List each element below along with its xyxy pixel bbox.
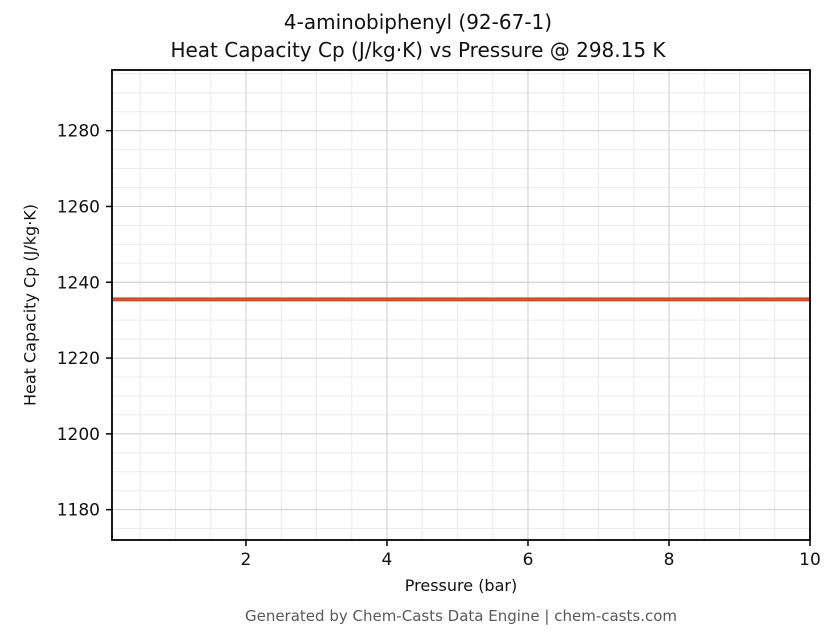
x-axis-label: Pressure (bar) [404,576,518,595]
chart-title-line1: 4-aminobiphenyl (92-67-1) [283,10,553,34]
footer-attribution: Generated by Chem-Casts Data Engine | ch… [244,607,678,625]
y-tick-label: 1240 [57,273,100,293]
y-tick-label: 1200 [57,425,100,445]
y-tick-label: 1180 [57,501,100,521]
y-axis-label: Heat Capacity Cp (J/kg·K) [20,203,40,407]
chart-title: 4-aminobiphenyl (92-67-1) Heat Capacity … [0,8,836,64]
x-tick-label: 6 [523,550,534,570]
x-tick-label: 8 [664,550,675,570]
y-tick-label: 1260 [57,197,100,217]
x-tick-label: 2 [241,550,252,570]
y-tick-label: 1220 [57,349,100,369]
x-tick-label: 4 [382,550,393,570]
axes-border [111,69,811,541]
chart-title-line2: Heat Capacity Cp (J/kg·K) vs Pressure @ … [170,38,666,62]
x-tick-label: 10 [799,550,821,570]
y-tick-label: 1280 [57,122,100,142]
